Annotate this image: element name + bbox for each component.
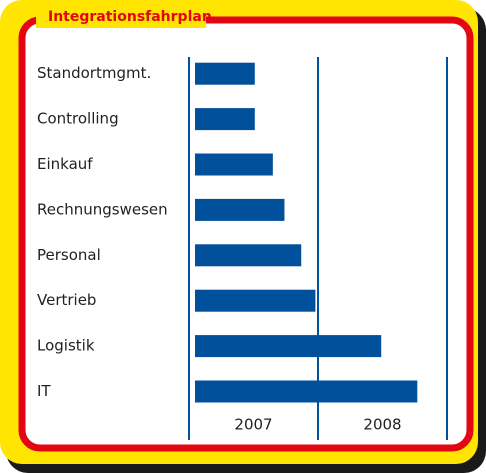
bar	[195, 153, 273, 176]
bar	[195, 335, 382, 358]
bar	[195, 380, 418, 403]
x-tick-label: 2008	[363, 416, 401, 434]
category-label: Personal	[37, 246, 101, 264]
bar	[195, 244, 302, 267]
category-label: Controlling	[37, 110, 119, 128]
category-label: Einkauf	[37, 155, 93, 173]
bar	[195, 198, 285, 221]
category-label: Logistik	[37, 337, 95, 355]
category-label: IT	[37, 382, 51, 400]
category-label: Rechnungswesen	[37, 200, 168, 218]
bar	[195, 289, 316, 312]
title-tab	[36, 6, 206, 28]
x-tick-label: 2007	[234, 416, 272, 434]
category-label: Standortmgmt.	[37, 64, 151, 82]
bar	[195, 108, 255, 131]
bar	[195, 62, 255, 85]
category-label: Vertrieb	[37, 291, 96, 309]
chart-title: Integrationsfahrplan	[48, 9, 212, 25]
